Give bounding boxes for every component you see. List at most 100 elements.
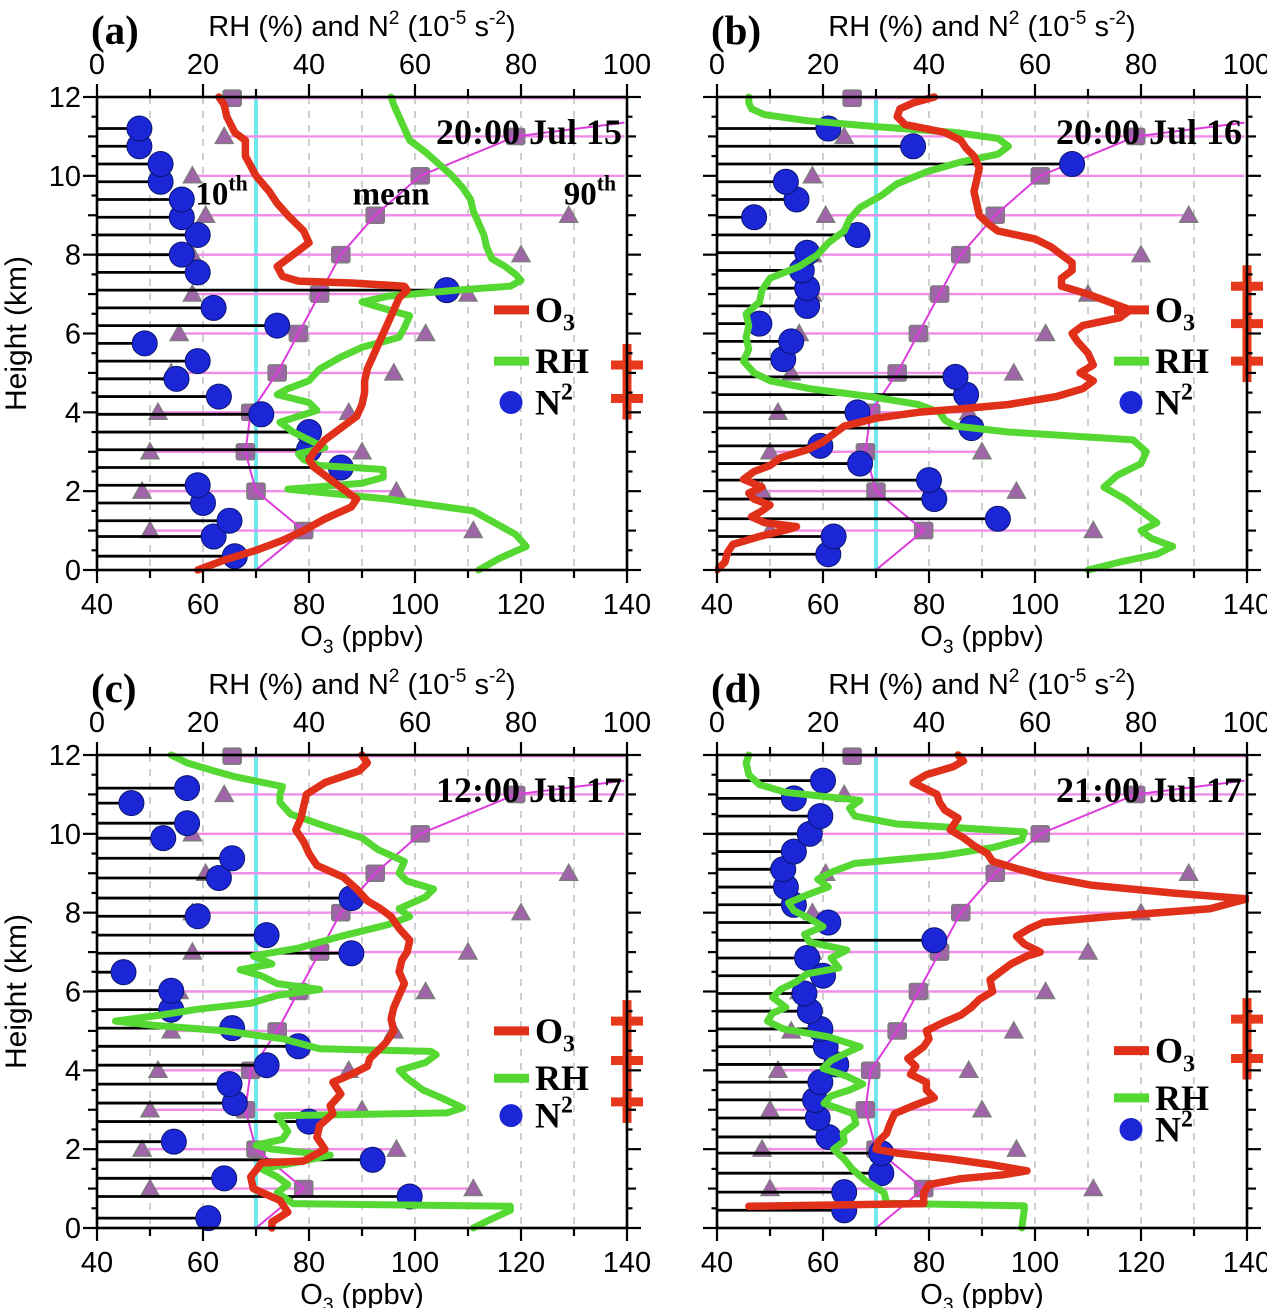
n2-point (780, 838, 807, 865)
climatology-whiskers (131, 89, 627, 540)
n2-point (253, 1052, 280, 1079)
n2-point (359, 1146, 386, 1173)
n2-point (195, 1205, 222, 1232)
o3-curve (246, 751, 414, 1232)
n2-point (741, 204, 768, 231)
percentile-triangle (1035, 981, 1056, 1000)
bottom-axis-tick-label: 120 (1117, 589, 1165, 621)
top-axis-tick-label: 60 (399, 707, 431, 739)
n2-point (184, 903, 211, 930)
mean-profile-line (244, 121, 625, 571)
top-axis-tick-label: 0 (89, 49, 105, 81)
n2-point (160, 1128, 187, 1155)
n2-point (216, 507, 243, 534)
percentile-triangle (1006, 1138, 1027, 1157)
left-axis-tick-label: 2 (65, 1134, 81, 1166)
n2-point (807, 803, 834, 830)
n2-point (150, 825, 177, 852)
n2-point (168, 186, 195, 213)
left-axis-tick-label: 10 (49, 161, 81, 193)
percentile-annotation: mean (353, 177, 430, 213)
top-axis-tick-label: 80 (1125, 707, 1157, 739)
n2-point (200, 294, 227, 321)
percentile-triangle (168, 323, 190, 342)
legend-label-n2: N2 (535, 1093, 573, 1136)
bottom-axis-tick-label: 60 (807, 589, 839, 621)
top-axis-tick-label: 80 (1125, 49, 1157, 81)
percentile-triangle (131, 480, 153, 499)
n2-point (131, 330, 158, 357)
panel-d: 0 20 40 60 80 100 40 60 80 100 120 140 RH (%) and N2… (701, 665, 1267, 1308)
n2-point (810, 767, 836, 794)
bottom-axis-tick-label: 100 (1011, 589, 1059, 621)
bottom-axis-tick-label: 60 (187, 589, 219, 621)
panel-b: 0 20 40 60 80 100 40 60 80 100 120 140 RH (%) and N2… (701, 7, 1267, 658)
n2-point (211, 1165, 238, 1192)
bottom-axis-title: O3 (ppbv) (920, 621, 1043, 658)
top-axis-tick-label: 100 (1223, 707, 1267, 739)
legend-label-rh: RH (1155, 341, 1209, 381)
n2-point (984, 505, 1011, 532)
percentile-triangle (1130, 244, 1152, 263)
o3-curve (193, 93, 411, 574)
n2-point (794, 944, 821, 971)
percentile-triangle (386, 1138, 407, 1157)
y-axis-title: Height (km) (0, 914, 33, 1069)
percentile-triangle (1083, 520, 1104, 539)
left-axis-tick-label: 4 (65, 397, 81, 429)
legend-label-n2: N2 (535, 379, 573, 422)
top-axis-tick-label: 40 (913, 49, 945, 81)
legend-n2-dot (1119, 1117, 1143, 1141)
percentile-triangle (971, 1099, 993, 1118)
top-axis-title: RH (%) and N2 (10-5 s-2) (828, 8, 1135, 43)
percentile-triangle (1003, 1020, 1024, 1039)
percentile-triangle (510, 244, 532, 263)
n2-series (717, 115, 1086, 568)
percentile-triangle (463, 520, 484, 539)
n2-series (97, 775, 423, 1232)
bottom-axis-tick-label: 140 (603, 1247, 651, 1279)
n2-point (147, 151, 174, 178)
rh-curve (740, 93, 1177, 574)
y-axis-title: Height (km) (0, 256, 33, 411)
legend-label-o3: O3 (1155, 1031, 1195, 1078)
percentile-triangle (834, 125, 855, 145)
n2-point (772, 168, 799, 195)
top-axis-tick-label: 0 (709, 49, 725, 81)
panel-timestamp: 21:00 Jul 17 (1056, 770, 1242, 810)
percentile-triangle (1035, 323, 1056, 342)
n2-point (205, 383, 232, 410)
left-axis-tick-label: 0 (65, 1213, 81, 1245)
percentile-triangle (195, 204, 216, 223)
percentile-triangle (1178, 862, 1199, 881)
n2-point (921, 927, 948, 954)
legend-n2-dot (499, 390, 523, 414)
percentile-triangle (182, 941, 203, 960)
mean-profile-line (864, 779, 1245, 1229)
top-axis-tick-label: 60 (1019, 49, 1051, 81)
percentile-triangle (558, 862, 579, 881)
bottom-axis-tick-label: 40 (81, 1247, 113, 1279)
n2-point (253, 922, 280, 949)
percentile-annotation: 90th (564, 172, 616, 213)
legend-label-n2: N2 (1155, 379, 1193, 422)
bottom-axis-tick-label: 120 (497, 1247, 545, 1279)
n2-point (831, 1179, 858, 1206)
percentile-triangle (767, 1059, 789, 1079)
legend-label-o3: O3 (1155, 290, 1195, 337)
top-axis-tick-label: 100 (603, 49, 651, 81)
left-axis-tick-label: 2 (65, 476, 81, 508)
percentile-triangle (131, 1138, 153, 1157)
n2-point (110, 959, 137, 986)
left-axis-tick-label: 10 (49, 819, 81, 851)
n2-point (820, 523, 847, 550)
left-axis-tick-label: 12 (49, 740, 81, 772)
left-axis-tick-label: 4 (65, 1055, 81, 1087)
o3-curve (745, 751, 1249, 1211)
top-axis-title: RH (%) and N2 (10-5 s-2) (828, 666, 1135, 701)
n2-point (338, 940, 365, 967)
n2-point (118, 790, 145, 817)
percentile-triangle (147, 1059, 169, 1079)
